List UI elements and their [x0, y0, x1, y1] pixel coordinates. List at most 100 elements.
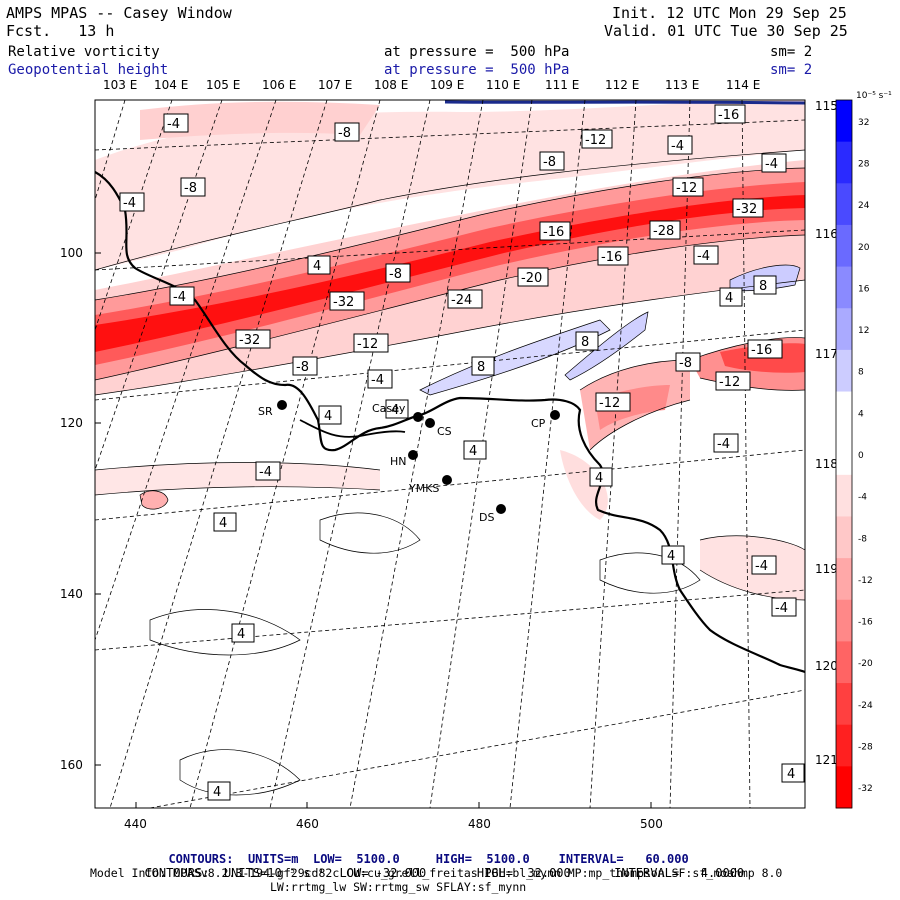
svg-text:8: 8: [477, 360, 485, 375]
svg-text:-4: -4: [775, 601, 788, 616]
footer-c2-interval: INTERVAL= 4.0000: [614, 866, 745, 880]
y-tick-140: 140: [60, 587, 83, 601]
svg-text:-8: -8: [296, 360, 309, 375]
footer-vorticity-contours: CONTOURS: UNITS=10⁻⁵ s⁻¹ LOW= -32.000 HI…: [130, 852, 744, 880]
colorbar-swatch: [836, 558, 852, 601]
lon-label: 109 E: [430, 78, 464, 92]
svg-text:-4: -4: [765, 157, 778, 172]
svg-text:-4: -4: [371, 373, 384, 388]
lon-label: 105 E: [206, 78, 240, 92]
stations: SR Casey CS HN YMKS CP DS: [258, 400, 560, 524]
footer-c2-high: HIGH= 32.000: [476, 866, 571, 880]
svg-text:-32: -32: [333, 295, 354, 310]
footer-c1-units: UNITS=m: [247, 852, 299, 866]
svg-text:-12: -12: [719, 375, 740, 390]
footer-c2-low: LOW= -32.000: [339, 866, 427, 880]
svg-text:-16: -16: [751, 343, 772, 358]
station-label: HN: [390, 455, 407, 468]
field1-level: at pressure = 500 hPa: [384, 44, 570, 60]
contour-label: 4: [385, 399, 409, 419]
svg-text:-12: -12: [676, 181, 697, 196]
lon-label: 110 E: [486, 78, 520, 92]
svg-text:-4: -4: [671, 139, 684, 154]
colorbar-swatch: [836, 766, 852, 809]
height-contour: [444, 100, 805, 105]
coastline-inlet: [299, 419, 406, 438]
axis-ticks: [95, 252, 652, 808]
svg-text:-4: -4: [697, 249, 710, 264]
station-label: CP: [531, 417, 546, 430]
svg-text:-8: -8: [184, 181, 197, 196]
x-tick-460: 460: [296, 817, 319, 831]
station-marker: [408, 450, 418, 460]
svg-text:-12: -12: [585, 133, 606, 148]
colorbar-level-label: 8: [858, 368, 864, 378]
lon-label: 106 E: [262, 78, 296, 92]
footer-c2-units: UNITS=10⁻⁵ s⁻¹: [223, 866, 326, 880]
colorbar-level-label: -32: [858, 784, 873, 794]
contour-label: -8: [385, 263, 411, 283]
svg-text:4: 4: [787, 767, 795, 782]
contour-label: 8: [575, 331, 599, 351]
vorticity-shading: [95, 100, 805, 600]
colorbar-level-label: -28: [858, 743, 873, 753]
contour-label: 4: [463, 440, 487, 460]
footer-c1-label: CONTOURS:: [168, 852, 234, 866]
svg-text:4: 4: [219, 516, 227, 531]
footer-c2-label: CONTOURS:: [144, 866, 210, 880]
svg-text:4: 4: [324, 409, 332, 424]
colorbar-unit: 10⁻⁵ s⁻¹: [856, 91, 892, 101]
colorbar-level-label: -8: [858, 534, 867, 544]
svg-text:4: 4: [595, 471, 603, 486]
svg-text:-32: -32: [736, 202, 757, 217]
lon-label: 114 E: [726, 78, 760, 92]
contour-label: -4: [169, 286, 195, 306]
svg-text:-4: -4: [123, 196, 136, 211]
svg-text:8: 8: [759, 279, 767, 294]
footer-height-contours: CONTOURS: UNITS=m LOW= 5100.0 HIGH= 5100…: [154, 838, 688, 866]
svg-text:-4: -4: [259, 465, 272, 480]
lon-label: 113 E: [665, 78, 699, 92]
svg-text:-4: -4: [173, 290, 186, 305]
contour-label: -28: [649, 220, 681, 240]
contour-label: 4: [231, 623, 255, 643]
svg-text:-28: -28: [653, 224, 674, 239]
contour-label: -4: [761, 153, 787, 173]
contour-label: 4: [719, 287, 743, 307]
footer-c1-high: HIGH= 5100.0: [435, 852, 530, 866]
model-title: AMPS MPAS -- Casey Window: [6, 4, 232, 22]
contour-value-labels: -4 -8 -12 -4 -16 -8 -4 -8 -4 -12 -32 -16…: [119, 104, 805, 801]
station-label: Casey: [372, 402, 406, 415]
contour-label: -8: [180, 177, 206, 197]
station-marker: [550, 410, 560, 420]
contour-label: 4: [589, 467, 613, 487]
colorbar-swatch: [836, 724, 852, 767]
footer-c1-low: LOW= 5100.0: [312, 852, 400, 866]
contour-label: -32: [732, 198, 764, 218]
x-tick-480: 480: [468, 817, 491, 831]
y-tick-120: 120: [60, 416, 83, 430]
station-marker: [442, 475, 452, 485]
contour-label: 4: [781, 763, 805, 783]
contour-label: -4: [119, 192, 145, 212]
colorbar-level-label: -12: [858, 576, 873, 586]
colorbar: 32 28 24 20 16 12 8 4 0 -4 -8 -12 -16 -20 -24 -28 -32: [836, 100, 873, 809]
svg-text:-4: -4: [167, 117, 180, 132]
contour-label: -8: [334, 122, 360, 142]
lon-label: 111 E: [545, 78, 579, 92]
colorbar-frame: [835, 99, 853, 809]
svg-text:-12: -12: [599, 396, 620, 411]
contour-label: -4: [751, 555, 777, 575]
station-marker: [496, 504, 506, 514]
svg-text:-16: -16: [543, 225, 564, 240]
contour-label: 4: [318, 405, 342, 425]
colorbar-level-label: 12: [858, 326, 869, 336]
init-time: Init. 12 UTC Mon 29 Sep 25: [612, 4, 847, 22]
colorbar-level-label: -16: [858, 618, 873, 628]
contour-label: -12: [353, 333, 389, 353]
svg-text:4: 4: [313, 259, 321, 274]
colorbar-swatch: [836, 349, 852, 393]
coastline: [95, 171, 805, 674]
forecast-hour: Fcst. 13 h: [6, 22, 115, 40]
colorbar-level-label: 32: [858, 118, 869, 128]
